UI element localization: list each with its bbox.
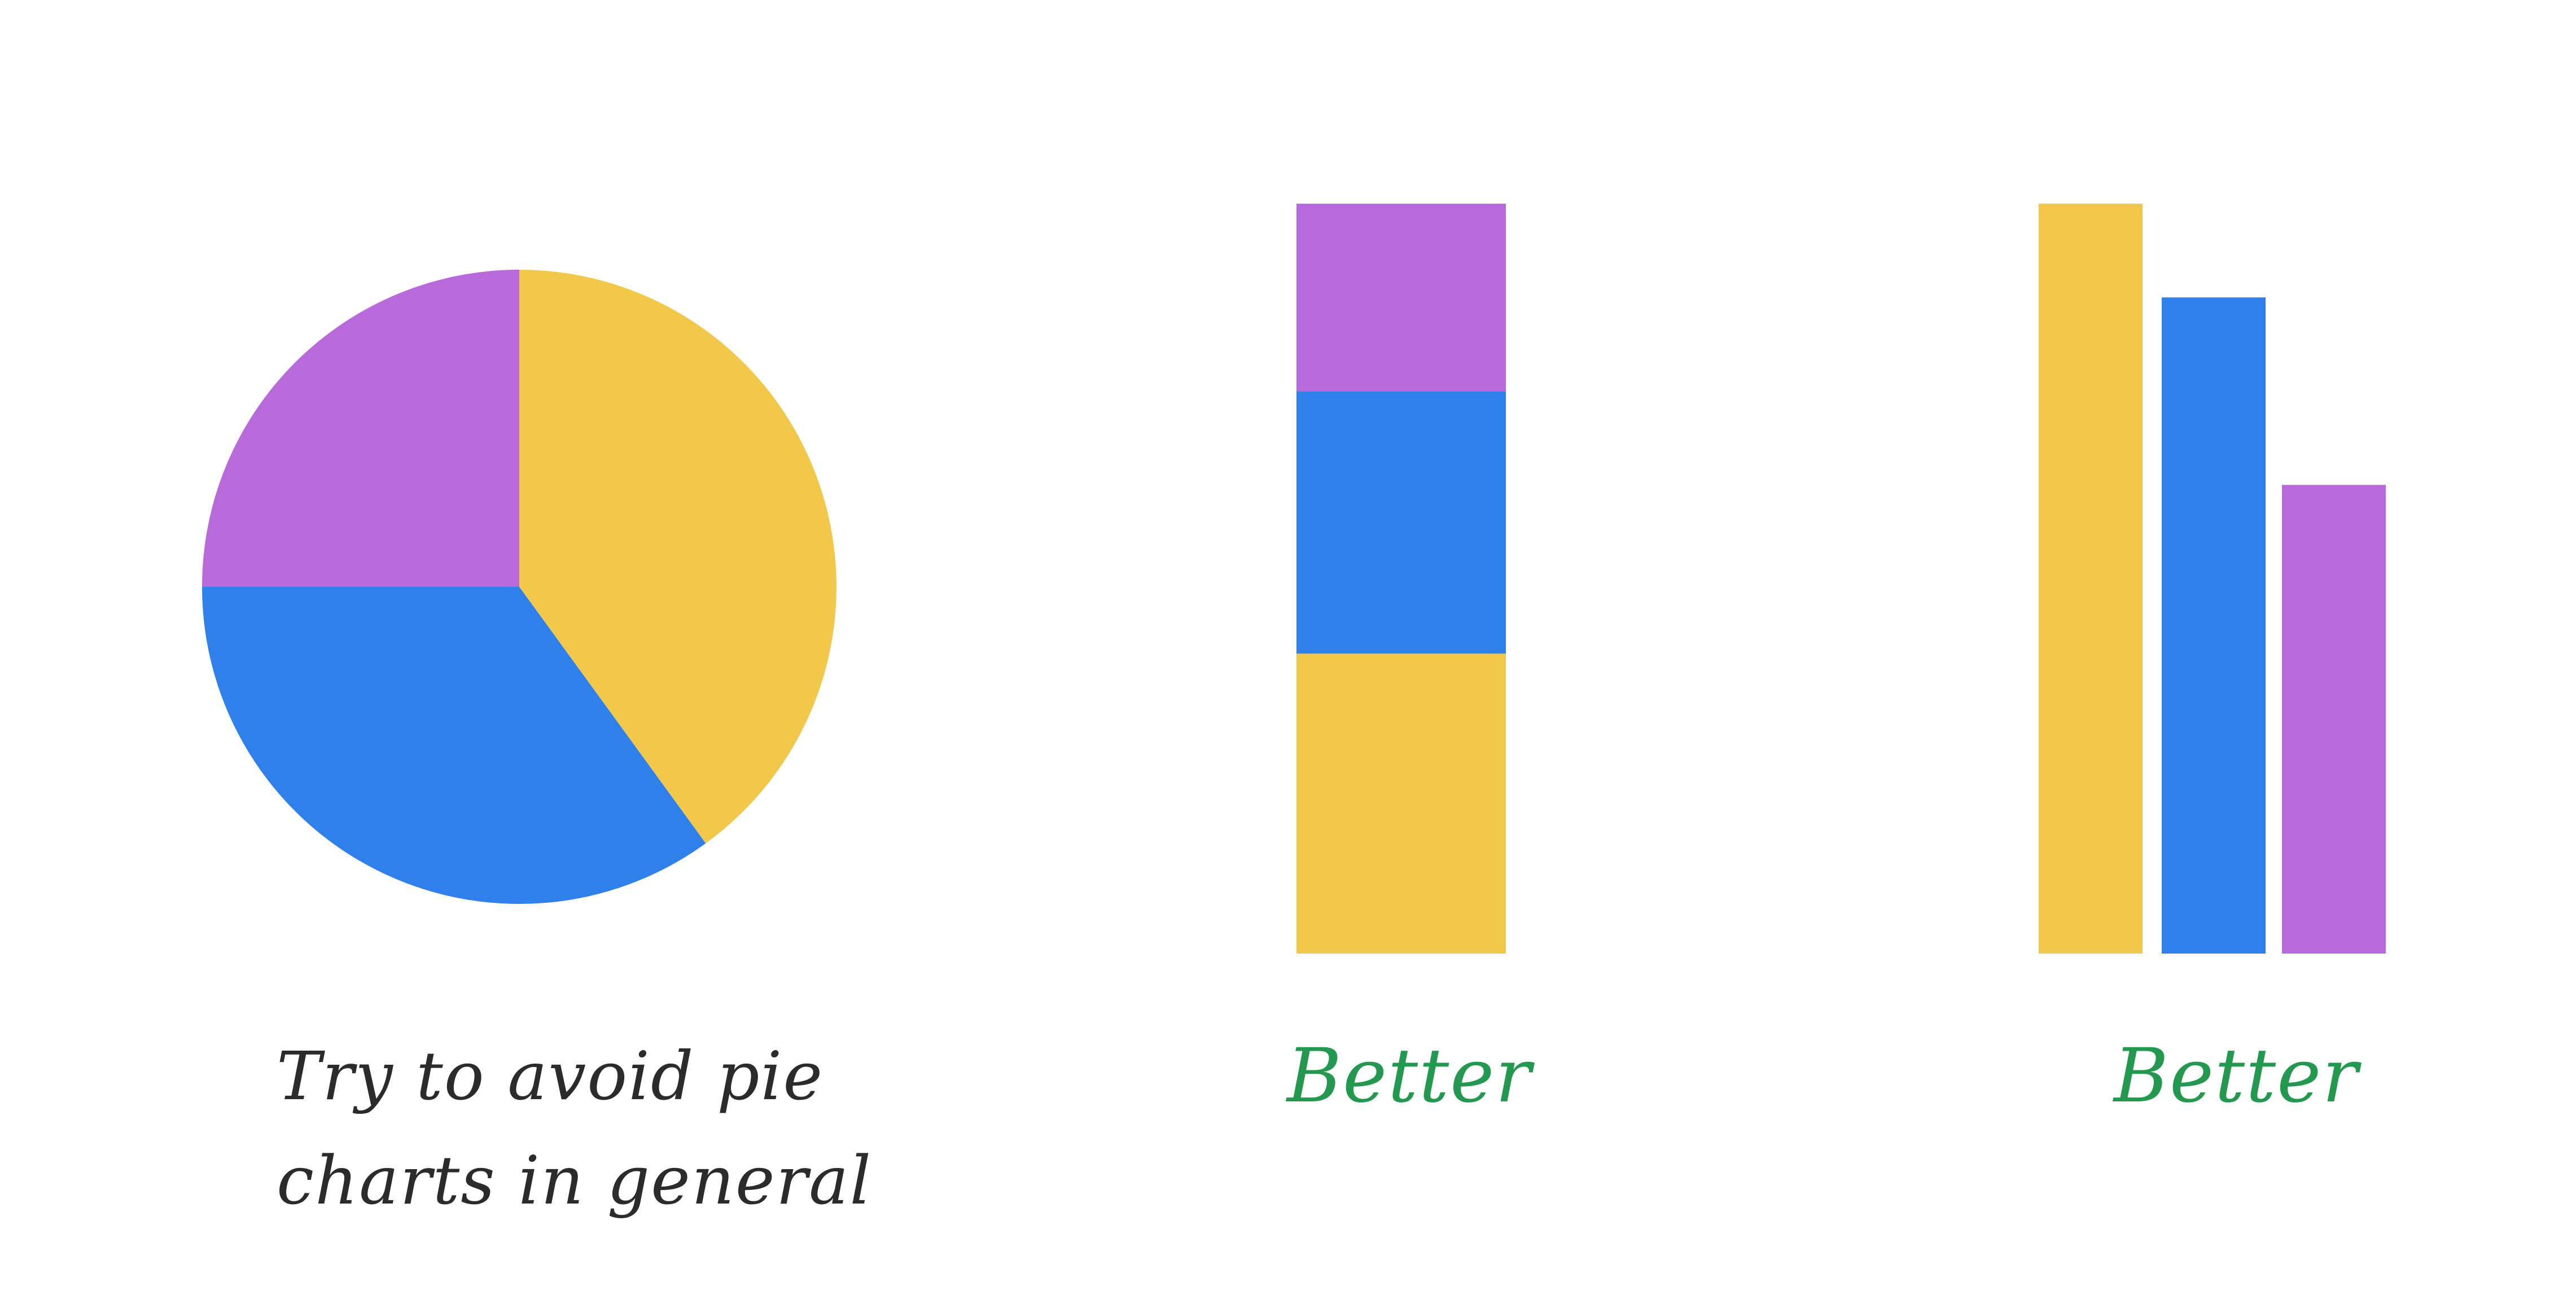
stacked-bar-segment [1296,653,1506,954]
pie-chart [202,270,837,904]
stacked-caption: Better [1287,1033,1532,1119]
stacked-bar-segment [1296,391,1506,654]
pie-caption-line-1: Try to avoid pie [277,1037,824,1115]
grouped-bar-chart [2039,204,2386,954]
bar [2282,485,2386,954]
bar [2162,297,2266,954]
stacked-bar-chart [1296,204,1506,954]
pie-slice [202,270,519,587]
pie-slice [202,587,706,904]
bar [2039,204,2143,954]
grouped-caption: Better [2114,1033,2359,1119]
pie-caption-line-2: charts in general [277,1141,873,1219]
pie-slice [519,270,837,844]
pie-caption: Try to avoid pie charts in general [277,1024,872,1233]
stacked-bar-segment [1296,204,1506,392]
